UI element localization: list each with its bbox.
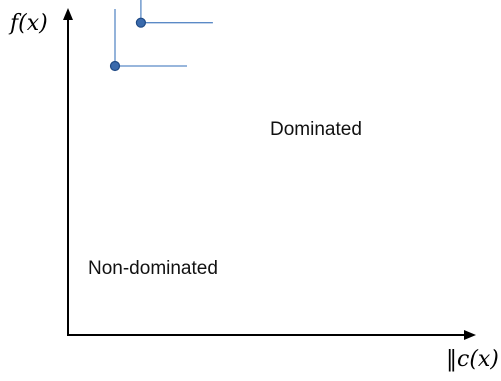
non-dominated-region-label: Non-dominated	[88, 258, 218, 279]
filter-point	[109, 60, 121, 72]
filter-point	[135, 17, 146, 28]
y-axis-arrow	[63, 8, 73, 20]
x-axis-arrow	[464, 330, 476, 340]
filter-lines	[114, 0, 213, 67]
x-axis-label: ‖c(x)‖	[446, 347, 501, 372]
y-axis-label: f(x)	[8, 11, 48, 36]
filter-points	[109, 17, 146, 72]
dominated-region-label: Dominated	[270, 119, 362, 140]
